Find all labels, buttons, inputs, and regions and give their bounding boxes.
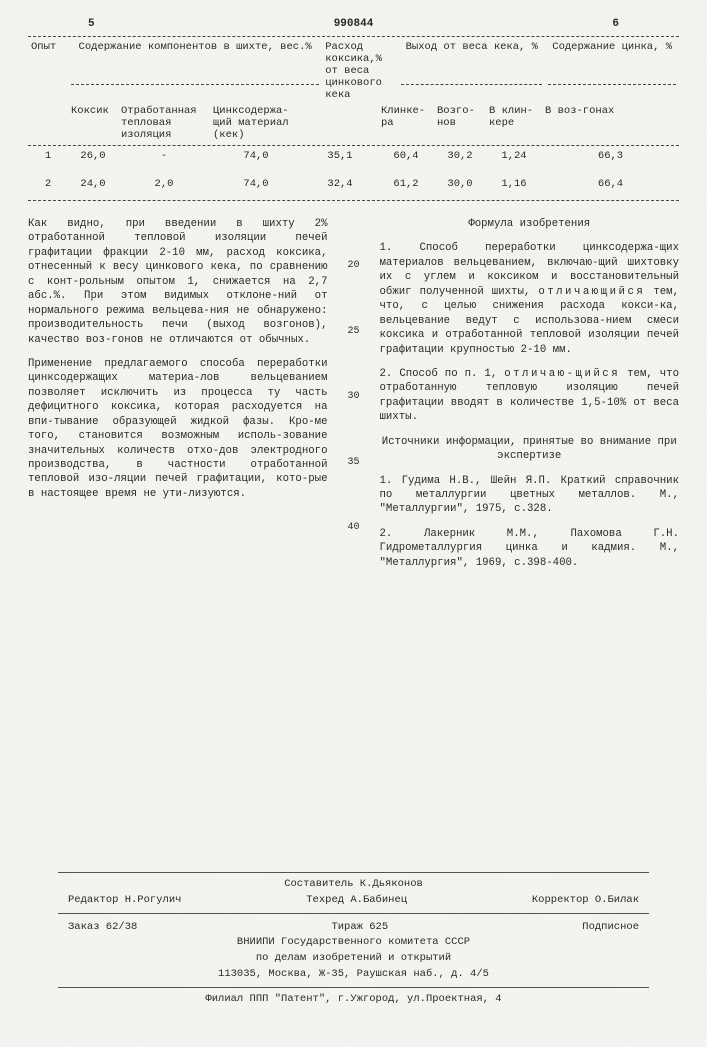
author-line: Составитель К.Дьяконов: [28, 877, 679, 893]
th-klinker: Клинке-ра: [378, 103, 434, 143]
cell-vkl: 1,24: [486, 148, 542, 164]
cell-otrab: -: [118, 148, 210, 164]
source-1: 1. Гудима Н.В., Шейн Я.П. Краткий справо…: [380, 474, 680, 517]
ln40: 40: [346, 521, 362, 535]
th-zinkmat: Цинксодержа-щий материал (кек): [210, 103, 302, 143]
org-line2: по делам изобретений и открытий: [28, 951, 679, 967]
sources-title: Источники информации, принятые во вниман…: [380, 435, 680, 464]
page-header: 5 990844 6: [28, 18, 679, 30]
ln30: 30: [346, 390, 362, 404]
th-zinc: Содержание цинка, %: [545, 39, 679, 80]
margin-line-numbers: 20 25 30 35 40: [346, 217, 362, 580]
cell-n: 1: [28, 148, 68, 164]
cell-koksik: 26,0: [68, 148, 118, 164]
th-koksik: Коксик: [68, 103, 118, 143]
tehred: Техред А.Бабинец: [306, 893, 407, 909]
cell-raskhod: 35,1: [302, 148, 378, 164]
table-row: 1 26,0 - 74,0 35,1 60,4 30,2 1,24 66,3: [28, 148, 679, 164]
ln20: 20: [346, 259, 362, 273]
th-opyt: Опыт: [28, 39, 68, 103]
cell-vvoz: 66,3: [542, 148, 679, 164]
left-column: Как видно, при введении в шихту 2% отраб…: [28, 217, 328, 580]
th-vyhod: Выход от веса кека, %: [398, 39, 545, 80]
th-vvoz: В воз-гонах: [542, 103, 679, 143]
cell-n: 2: [28, 176, 68, 192]
th-soderzh: Содержание компонентов в шихте, вес.%: [68, 39, 322, 80]
th-raskhod: Расход коксика,% от веса цинкового кека: [322, 39, 398, 103]
claim-1: 1. Способ переработки цинксодержа-щих ма…: [380, 241, 680, 357]
cell-raskhod: 32,4: [302, 176, 378, 192]
th-vkl: В клин-кере: [486, 103, 542, 143]
cell-zinkmat: 74,0: [210, 148, 302, 164]
tirazh: Тираж 625: [331, 920, 388, 936]
claims-title: Формула изобретения: [380, 217, 680, 231]
cell-vozg: 30,0: [434, 176, 486, 192]
results-table: Опыт Содержание компонентов в шихте, вес…: [28, 39, 679, 103]
cell-koksik: 24,0: [68, 176, 118, 192]
cell-vvoz: 66,4: [542, 176, 679, 192]
th-otrab: Отработанная тепловая изоляция: [118, 103, 210, 143]
th-vozg: Возго-нов: [434, 103, 486, 143]
org-line1: ВНИИПИ Государственного комитета СССР: [28, 935, 679, 951]
ln25: 25: [346, 325, 362, 339]
left-p1: Как видно, при введении в шихту 2% отраб…: [28, 217, 328, 347]
cell-klinker: 61,2: [378, 176, 434, 192]
page-left-number: 5: [88, 18, 95, 30]
cell-klinker: 60,4: [378, 148, 434, 164]
corrector: Корректор О.Билак: [532, 893, 639, 909]
order-num: Заказ 62/38: [68, 920, 137, 936]
cell-zinkmat: 74,0: [210, 176, 302, 192]
results-table-body: 1 26,0 - 74,0 35,1 60,4 30,2 1,24 66,3 2…: [28, 148, 679, 192]
addr-line1: 113035, Москва, Ж-35, Раушская наб., д. …: [28, 967, 679, 983]
left-p2: Применение предлагаемого способа перераб…: [28, 357, 328, 501]
table-row: 2 24,0 2,0 74,0 32,4 61,2 30,0 1,16 66,4: [28, 176, 679, 192]
document-number: 990844: [334, 18, 374, 30]
podpisnoe: Подписное: [582, 920, 639, 936]
right-column: Формула изобретения 1. Способ переработк…: [380, 217, 680, 580]
cell-vkl: 1,16: [486, 176, 542, 192]
cell-vozg: 30,2: [434, 148, 486, 164]
source-2: 2. Лакерник М.М., Пахомова Г.Н. Гидромет…: [380, 527, 680, 570]
colophon: Составитель К.Дьяконов Редактор Н.Рогули…: [28, 860, 679, 1007]
page-right-number: 6: [612, 18, 619, 30]
cell-otrab: 2,0: [118, 176, 210, 192]
results-table-sub: Коксик Отработанная тепловая изоляция Ци…: [28, 103, 679, 143]
claim-2: 2. Способ по п. 1, отличаю-щийся тем, чт…: [380, 367, 680, 425]
editor: Редактор Н.Рогулич: [68, 893, 181, 909]
ln35: 35: [346, 456, 362, 470]
